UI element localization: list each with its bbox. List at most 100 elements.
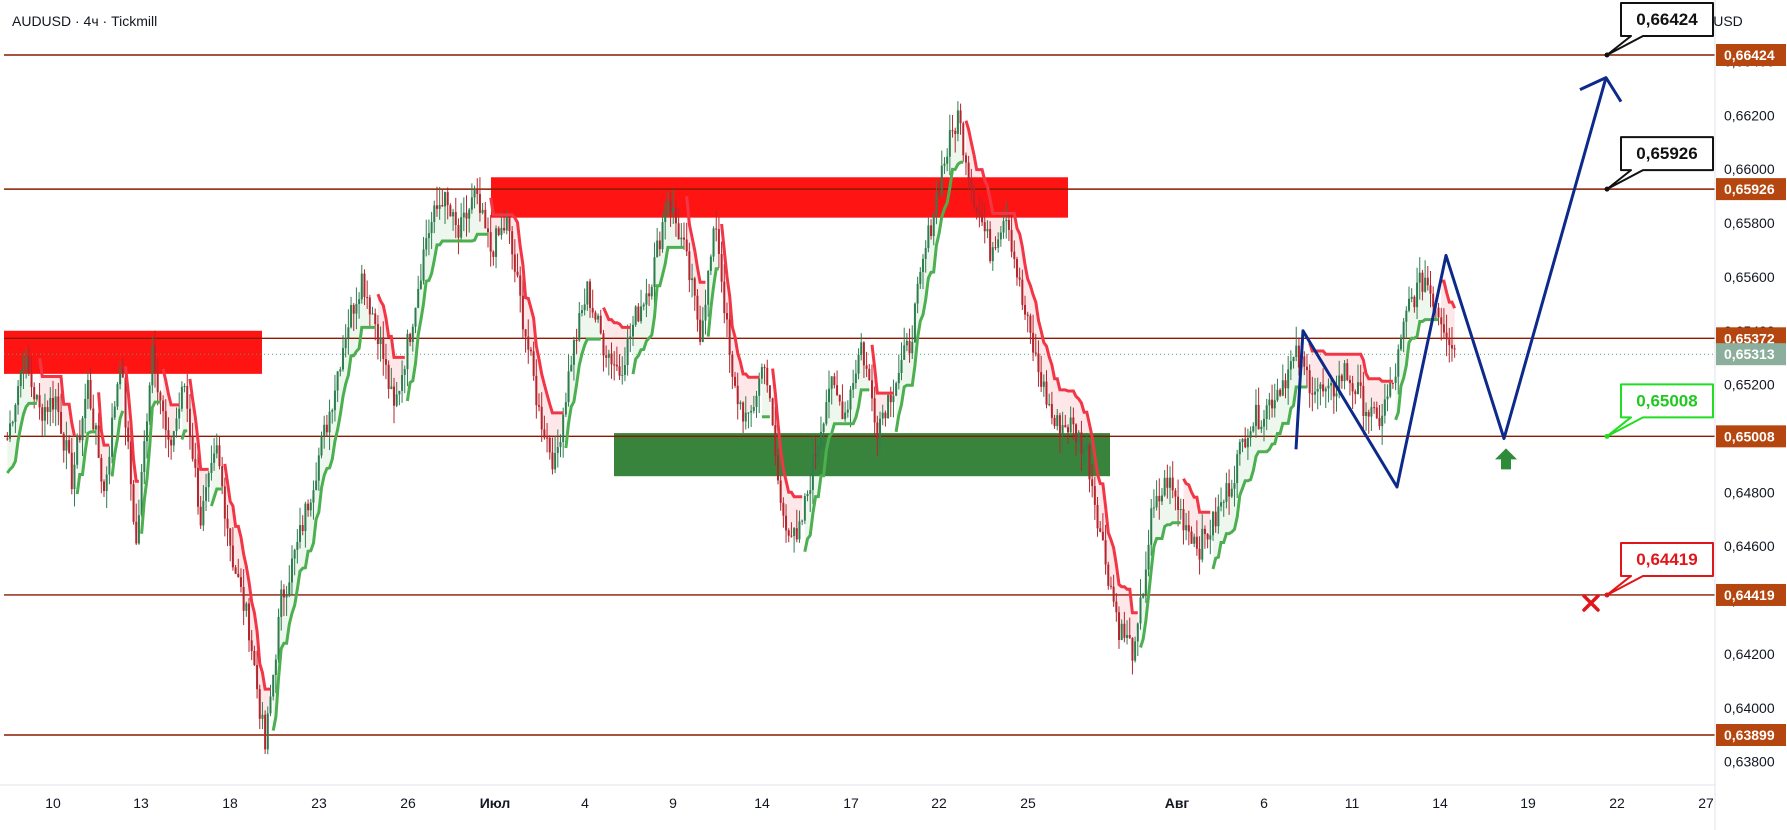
candle xyxy=(1077,430,1080,454)
candle-body xyxy=(119,369,122,385)
candle xyxy=(911,325,914,360)
candle-body xyxy=(849,389,852,410)
candle xyxy=(86,371,89,410)
price-callout[interactable]: 0,65926 xyxy=(1604,136,1714,192)
candle-body xyxy=(570,364,573,372)
candle xyxy=(766,359,769,393)
candle xyxy=(108,446,111,485)
candle-body xyxy=(248,603,251,641)
candle-body xyxy=(674,207,677,224)
horizontal-levels[interactable] xyxy=(4,54,1715,736)
candle xyxy=(406,329,409,387)
candle-body xyxy=(1072,417,1075,425)
candle xyxy=(1279,388,1282,398)
price-callout[interactable]: 0,66424 xyxy=(1604,2,1714,58)
candle xyxy=(793,527,796,553)
candle-body xyxy=(964,155,967,163)
candle-body xyxy=(331,410,334,412)
price-tick-label: 0,65800 xyxy=(1724,215,1775,231)
candle-body xyxy=(734,376,737,386)
time-axis[interactable]: 10 13 18 23 26 Июл 4 9 14 17 22 25 Авг 6 11 14 19 22 27 xyxy=(0,784,1715,811)
candle xyxy=(1241,438,1244,453)
candle xyxy=(299,507,302,549)
level-price-tag[interactable] xyxy=(1716,178,1786,201)
callout-anchor-dot xyxy=(1604,433,1610,439)
candle xyxy=(409,332,412,347)
candle-body xyxy=(199,506,202,526)
candle xyxy=(1045,370,1048,409)
candle-body xyxy=(967,162,970,180)
candle-body xyxy=(930,225,933,236)
candle-body xyxy=(940,165,943,195)
candle xyxy=(46,400,49,425)
candle-body xyxy=(1048,403,1051,405)
candle-body xyxy=(1399,337,1402,350)
supertrend-down-line xyxy=(376,293,405,359)
candle-body xyxy=(9,423,12,439)
candle xyxy=(470,183,473,214)
supertrend-up-line xyxy=(1139,521,1181,648)
candle xyxy=(879,411,882,452)
candle-body xyxy=(1064,425,1067,428)
candle-body xyxy=(1209,535,1212,540)
candle-body xyxy=(1002,220,1005,233)
candle xyxy=(140,464,143,518)
level-price-tag[interactable] xyxy=(1716,583,1786,606)
time-tick-label: 9 xyxy=(669,795,677,811)
candle xyxy=(1356,364,1359,395)
candle-body xyxy=(1289,361,1292,370)
candle xyxy=(580,305,583,317)
candle xyxy=(637,303,640,323)
candle-body xyxy=(919,272,922,284)
candle xyxy=(916,276,919,314)
candle-body xyxy=(341,348,344,370)
candle-body xyxy=(1075,424,1078,443)
candle xyxy=(887,394,890,419)
candle xyxy=(350,296,353,329)
candle xyxy=(1340,373,1343,389)
projection-zigzag[interactable] xyxy=(1294,77,1608,489)
candle xyxy=(196,452,199,515)
candle xyxy=(76,433,79,469)
projection[interactable] xyxy=(1294,76,1623,612)
candle-body xyxy=(226,518,229,529)
callout-anchor-dot xyxy=(1604,186,1610,192)
candle-body xyxy=(618,366,621,376)
time-tick-label: 11 xyxy=(1345,795,1360,811)
candle xyxy=(1448,327,1451,363)
last-price-tag[interactable] xyxy=(1716,343,1786,366)
price-callout[interactable]: 0,64419 xyxy=(1604,541,1714,598)
candle-body xyxy=(1311,393,1314,395)
callout-label: 0,66424 xyxy=(1636,10,1698,29)
price-axis[interactable]: 0,638000,640000,642000,644000,646000,648… xyxy=(1714,0,1786,830)
candle xyxy=(344,324,347,358)
price-callout[interactable]: 0,65008 xyxy=(1604,383,1714,439)
candle-body xyxy=(999,232,1002,240)
level-price-tag[interactable] xyxy=(1716,44,1786,66)
level-price-tag[interactable] xyxy=(1716,724,1786,746)
candle xyxy=(790,522,793,538)
candle-body xyxy=(546,437,549,439)
candle-body xyxy=(116,384,119,407)
supply-zone xyxy=(4,330,262,374)
candle-body xyxy=(1091,479,1094,487)
candle xyxy=(1203,525,1206,549)
level-price-tag[interactable] xyxy=(1716,425,1786,448)
candle-body xyxy=(1026,314,1029,316)
candle xyxy=(959,103,962,135)
candle xyxy=(30,356,33,398)
candle-body xyxy=(376,324,379,345)
candle xyxy=(462,197,465,232)
price-tick-label: 0,65200 xyxy=(1724,377,1775,393)
candle xyxy=(919,267,922,289)
price-callouts[interactable]: 0,66424 0,65926 0,65008 0,64419 xyxy=(1604,2,1714,598)
candle xyxy=(884,410,887,427)
candle xyxy=(715,209,718,242)
candle-body xyxy=(903,345,906,360)
candle-body xyxy=(207,473,210,488)
candle xyxy=(997,232,1000,253)
candle xyxy=(983,203,986,244)
candle xyxy=(124,373,127,446)
candle-body xyxy=(457,224,460,238)
